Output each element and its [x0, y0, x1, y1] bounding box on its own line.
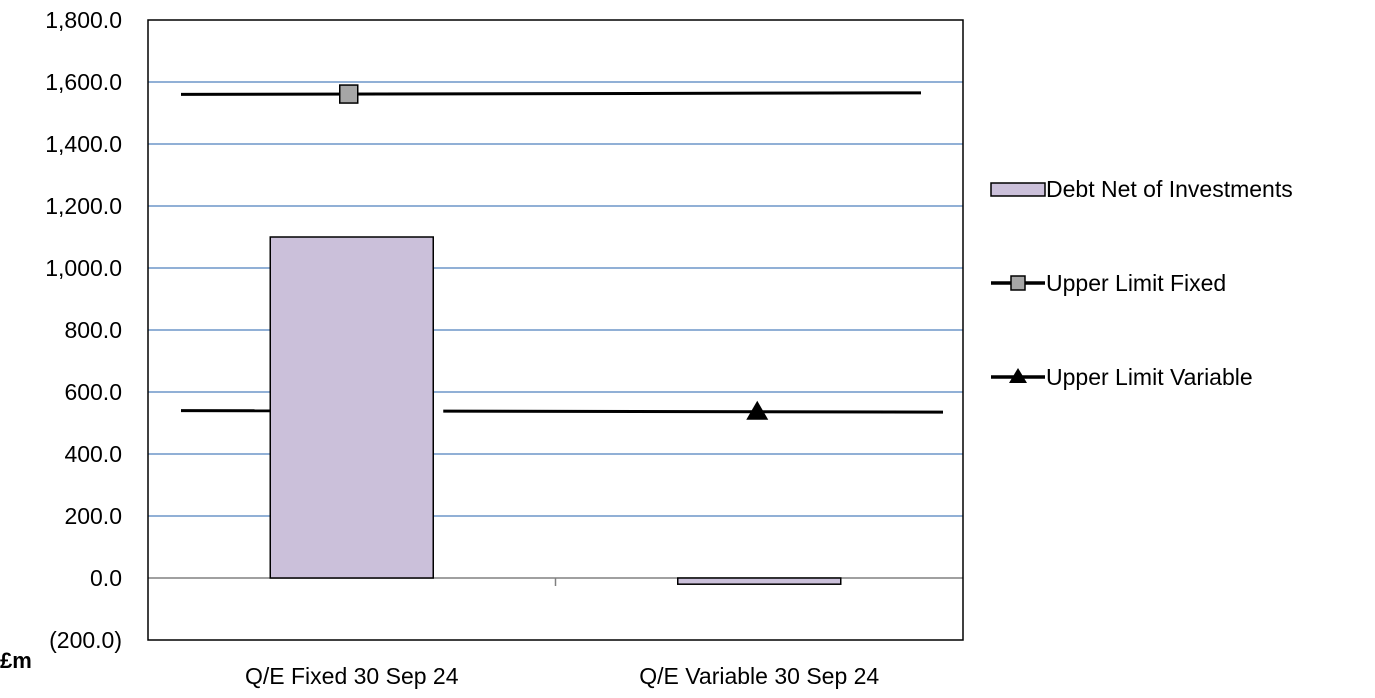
unit-label: £m	[0, 648, 32, 673]
square-marker	[339, 84, 359, 104]
y-tick-label: 800.0	[64, 317, 122, 343]
legend-label: Debt Net of Investments	[1046, 176, 1293, 202]
series-lines	[180, 84, 944, 420]
y-tick-label: 400.0	[64, 441, 122, 467]
series-line	[443, 409, 944, 414]
y-tick-label: 1,200.0	[45, 193, 122, 219]
legend-swatch-bar	[990, 182, 1046, 197]
legend-label: Upper Limit Variable	[1046, 364, 1253, 390]
y-tick-label: 1,600.0	[45, 69, 122, 95]
y-tick-label: (200.0)	[49, 627, 122, 653]
plot-area-frame	[147, 19, 964, 641]
legend-triangle-marker	[1009, 368, 1027, 383]
bar	[269, 236, 434, 579]
y-tick-label: 1,400.0	[45, 131, 122, 157]
bar	[677, 577, 842, 585]
legend-square-marker	[1010, 275, 1026, 291]
y-tick-label: 0.0	[90, 565, 122, 591]
y-tick-label: 200.0	[64, 503, 122, 529]
series-line	[180, 91, 922, 96]
legend-label: Upper Limit Fixed	[1046, 270, 1226, 296]
triangle-marker	[746, 400, 769, 420]
x-axis: Q/E Fixed 30 Sep 24 Q/E Variable 30 Sep 2…	[245, 663, 879, 689]
x-tick-label: Q/E Fixed 30 Sep 24	[245, 663, 459, 689]
y-tick-label: 1,000.0	[45, 255, 122, 281]
legend: Debt Net of Investments Upper Limit Fixed…	[990, 176, 1293, 390]
y-tick-label: 600.0	[64, 379, 122, 405]
bars	[269, 236, 842, 585]
x-tick-label: Q/E Variable 30 Sep 24	[639, 663, 879, 689]
y-axis: (200.0) 0.0 200.0 400.0 600.0 800.0 1,000.0 1,2…	[45, 7, 122, 653]
y-tick-label: 1,800.0	[45, 7, 122, 33]
